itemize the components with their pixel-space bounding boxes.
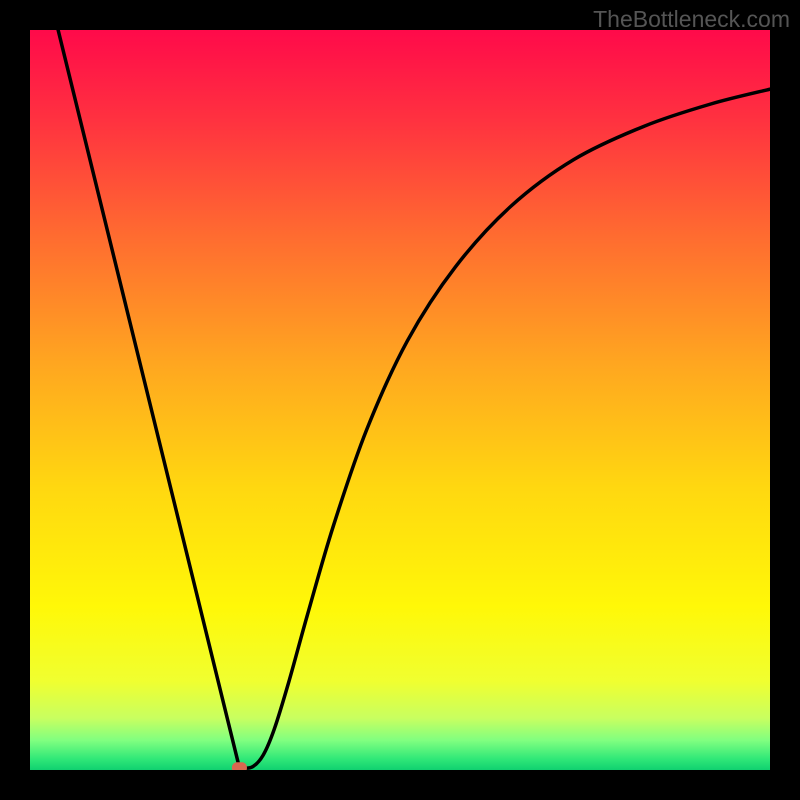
watermark-text: TheBottleneck.com [593,6,790,33]
bottleneck-chart [0,0,800,800]
chart-container [0,0,800,800]
